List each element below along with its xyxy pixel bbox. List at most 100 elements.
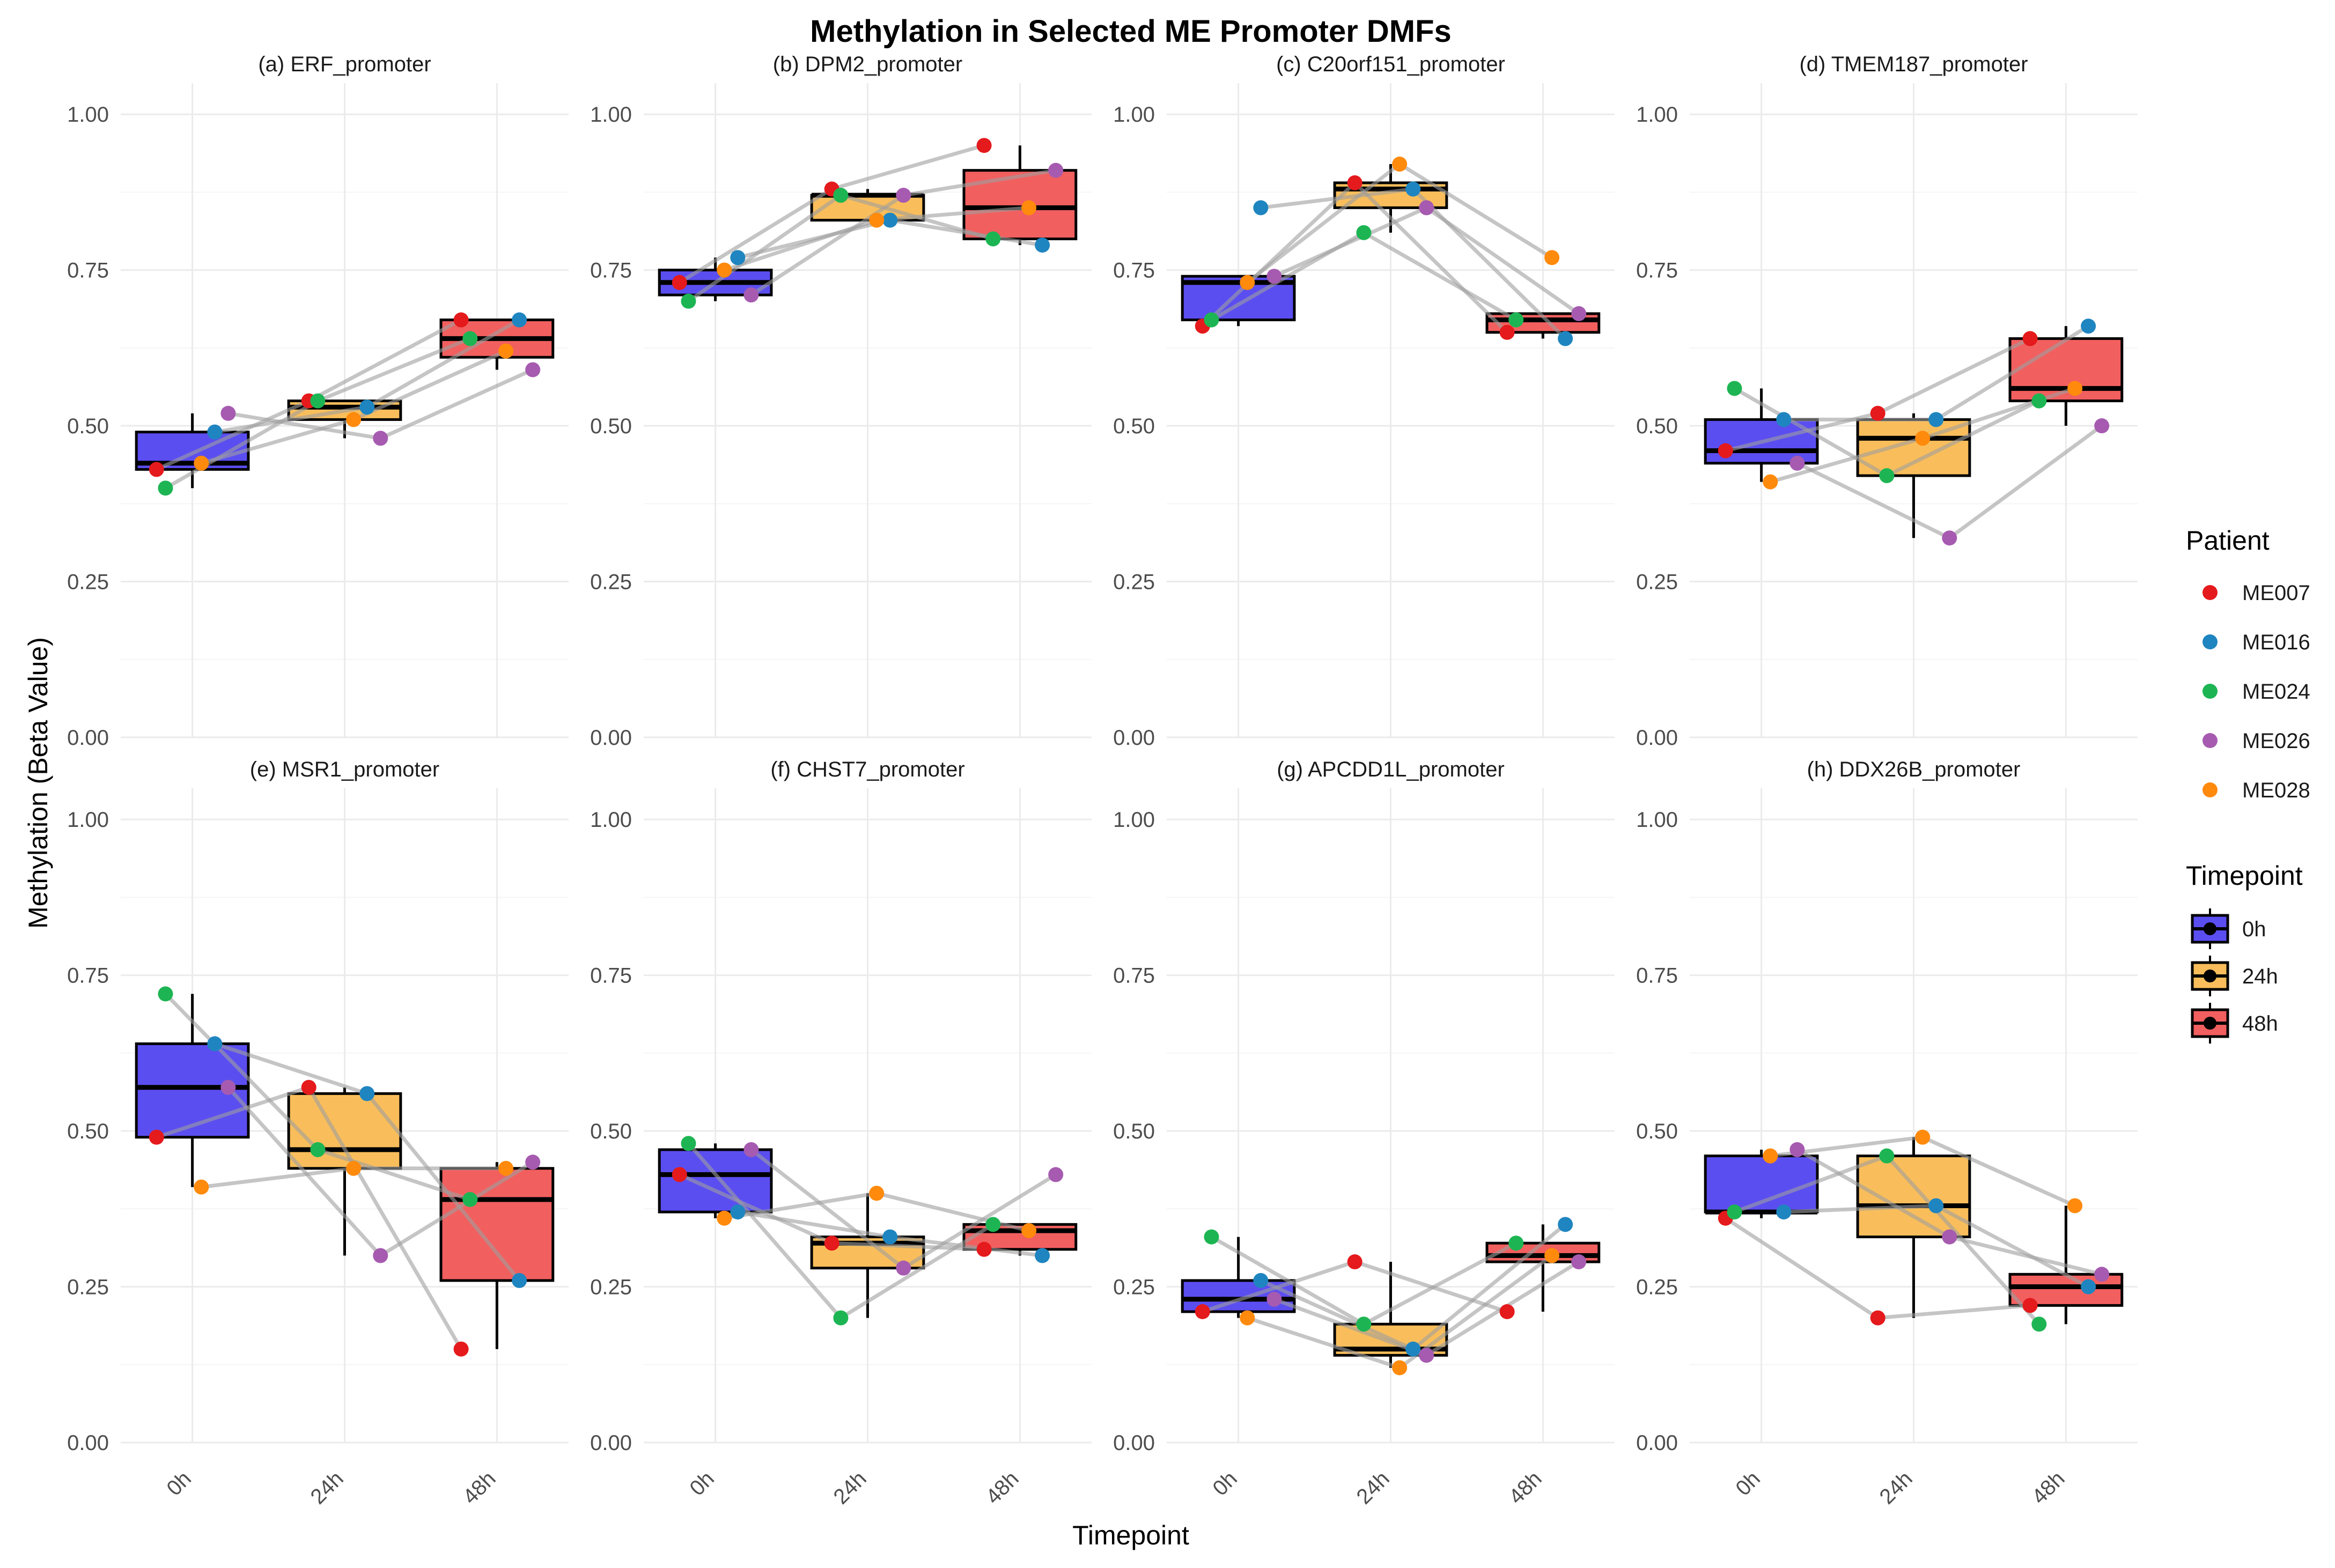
point-ME026-48h bbox=[525, 362, 541, 378]
point-ME024-48h bbox=[2031, 393, 2047, 409]
y-tick-label: 0.50 bbox=[1636, 415, 1678, 438]
point-ME024-0h bbox=[158, 986, 173, 1002]
point-ME024-24h bbox=[833, 1310, 849, 1326]
y-tick-label: 0.25 bbox=[590, 1276, 632, 1299]
point-ME007-24h bbox=[1870, 405, 1885, 421]
y-tick-label: 0.75 bbox=[1636, 964, 1678, 988]
point-ME026-0h bbox=[1789, 455, 1805, 471]
point-ME016-0h bbox=[1253, 200, 1269, 216]
point-ME028-48h bbox=[2067, 381, 2083, 396]
point-ME007-24h bbox=[1347, 175, 1362, 190]
point-ME016-24h bbox=[359, 400, 375, 415]
y-tick-label: 0.25 bbox=[67, 1276, 109, 1299]
point-ME024-0h bbox=[1727, 381, 1742, 396]
timepoint-legend-dot bbox=[2204, 922, 2216, 935]
point-ME007-0h bbox=[672, 275, 687, 290]
point-ME024-48h bbox=[462, 331, 478, 346]
point-ME016-0h bbox=[730, 250, 746, 265]
timepoint-legend-label: 24h bbox=[2242, 965, 2278, 988]
point-ME024-0h bbox=[681, 1136, 696, 1151]
y-tick-label: 0.50 bbox=[590, 415, 632, 438]
point-ME016-0h bbox=[730, 1204, 746, 1220]
point-ME028-24h bbox=[869, 1186, 885, 1201]
panel-title: (c) C20orf151_promoter bbox=[1276, 53, 1505, 76]
point-ME007-0h bbox=[672, 1167, 687, 1182]
point-ME016-0h bbox=[1253, 1273, 1269, 1288]
y-tick-label: 0.75 bbox=[590, 964, 632, 988]
y-tick-label: 1.00 bbox=[590, 808, 632, 832]
point-ME028-48h bbox=[498, 1160, 514, 1176]
point-ME016-24h bbox=[359, 1086, 375, 1101]
point-ME016-48h bbox=[1035, 238, 1050, 253]
point-ME024-48h bbox=[1508, 312, 1524, 328]
point-ME024-48h bbox=[985, 231, 1001, 247]
patient-legend-item: ME007 bbox=[2203, 581, 2310, 605]
box-body bbox=[287, 1092, 402, 1170]
point-ME016-48h bbox=[2081, 1279, 2096, 1295]
point-ME028-0h bbox=[1763, 474, 1778, 490]
y-tick-label: 1.00 bbox=[1113, 808, 1155, 832]
panel-3: (c) C20orf151_promoter 0.00 0.25 0.50 0.75 1.… bbox=[1113, 53, 1615, 750]
point-ME007-48h bbox=[2022, 331, 2038, 346]
point-ME028-0h bbox=[717, 262, 732, 278]
point-ME007-24h bbox=[824, 1236, 839, 1251]
y-axis-title: Methylation (Beta Value) bbox=[23, 637, 53, 929]
point-ME026-24h bbox=[896, 188, 911, 203]
point-ME026-0h bbox=[1789, 1142, 1805, 1157]
y-tick-label: 0.75 bbox=[67, 259, 109, 283]
point-ME016-24h bbox=[882, 1229, 898, 1245]
patient-legend-label: ME024 bbox=[2242, 680, 2310, 704]
point-ME016-0h bbox=[207, 424, 223, 440]
point-ME024-48h bbox=[985, 1217, 1001, 1232]
point-ME028-0h bbox=[194, 1179, 209, 1195]
y-tick-label: 0.25 bbox=[1636, 571, 1678, 594]
point-ME028-48h bbox=[1544, 1248, 1560, 1263]
point-ME026-24h bbox=[1419, 200, 1434, 216]
y-tick-label: 1.00 bbox=[1636, 103, 1678, 127]
chart-title: Methylation in Selected ME Promoter DMFs bbox=[810, 14, 1452, 49]
y-tick-label: 1.00 bbox=[67, 808, 109, 832]
point-ME024-48h bbox=[1508, 1236, 1524, 1251]
point-ME024-0h bbox=[1204, 312, 1219, 328]
point-ME007-0h bbox=[1195, 1304, 1210, 1319]
point-ME016-0h bbox=[1776, 1204, 1792, 1220]
point-ME007-48h bbox=[453, 1341, 469, 1357]
patient-legend-title: Patient bbox=[2186, 526, 2270, 556]
point-ME026-24h bbox=[896, 1260, 911, 1276]
box-24h bbox=[287, 1087, 402, 1256]
timepoint-legend-label: 0h bbox=[2242, 918, 2266, 941]
y-tick-label: 0.50 bbox=[590, 1120, 632, 1143]
point-ME016-48h bbox=[1558, 331, 1573, 346]
point-ME007-48h bbox=[976, 138, 992, 153]
patient-legend-label: ME026 bbox=[2242, 729, 2310, 753]
point-ME026-48h bbox=[2094, 1267, 2110, 1282]
point-ME026-24h bbox=[1942, 530, 1957, 546]
point-ME007-0h bbox=[1718, 443, 1733, 458]
point-ME026-48h bbox=[1571, 1254, 1587, 1270]
panel-2: (b) DPM2_promoter 0.00 0.25 0.50 0.75 1.00 bbox=[590, 53, 1092, 750]
point-ME026-48h bbox=[1571, 306, 1587, 321]
y-tick-label: 0.50 bbox=[1113, 415, 1155, 438]
panel-title: (g) APCDD1L_promoter bbox=[1277, 758, 1505, 781]
point-ME024-48h bbox=[462, 1192, 478, 1207]
y-tick-label: 0.25 bbox=[1113, 1276, 1155, 1299]
timepoint-legend-label: 48h bbox=[2242, 1012, 2278, 1036]
y-tick-label: 0.50 bbox=[1113, 1120, 1155, 1143]
panel-title: (f) CHST7_promoter bbox=[770, 758, 964, 781]
point-ME028-48h bbox=[2067, 1198, 2083, 1214]
y-tick-label: 0.00 bbox=[67, 1431, 109, 1455]
point-ME028-24h bbox=[1392, 157, 1408, 172]
point-ME026-48h bbox=[2094, 418, 2110, 434]
y-tick-label: 0.75 bbox=[1113, 259, 1155, 283]
patient-legend-label: ME028 bbox=[2242, 779, 2310, 802]
y-tick-label: 1.00 bbox=[1113, 103, 1155, 127]
point-ME024-24h bbox=[310, 393, 326, 409]
point-ME028-0h bbox=[1763, 1148, 1778, 1164]
point-ME026-0h bbox=[743, 1142, 759, 1157]
point-ME026-48h bbox=[525, 1155, 541, 1170]
point-ME028-0h bbox=[717, 1210, 732, 1226]
y-tick-label: 0.50 bbox=[67, 1120, 109, 1143]
timepoint-legend-item: 0h bbox=[2191, 908, 2266, 949]
point-ME028-48h bbox=[1021, 1223, 1037, 1238]
